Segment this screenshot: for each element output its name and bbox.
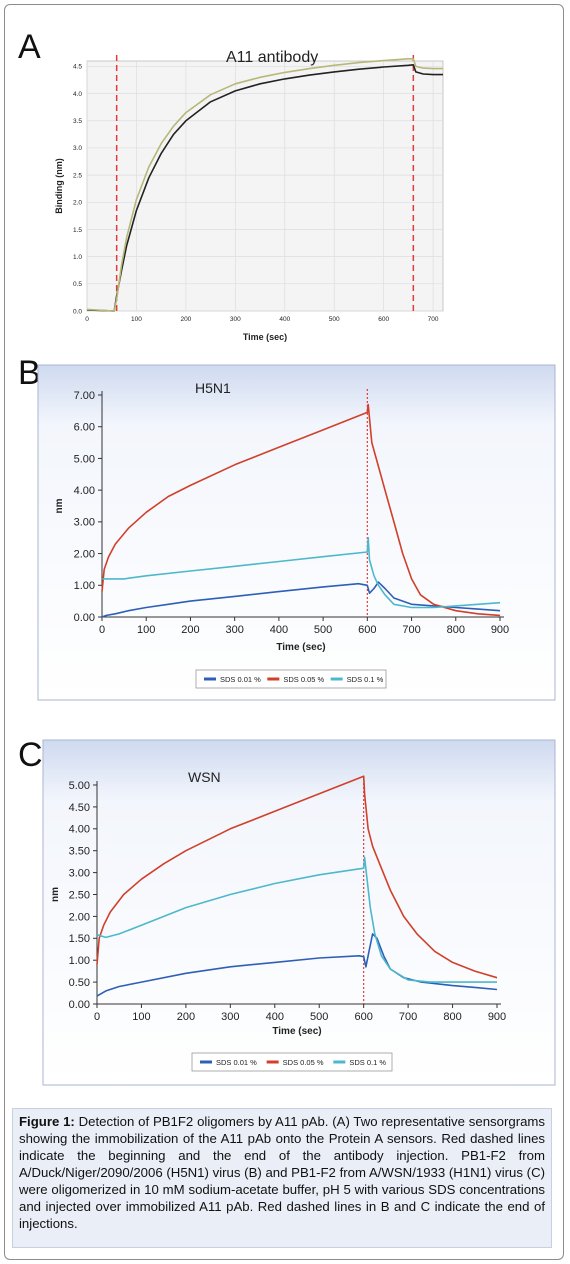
- panel-label-a: A: [18, 28, 41, 66]
- caption-text: Detection of PB1F2 oligomers by A11 pAb.…: [19, 1114, 545, 1231]
- caption-label: Figure 1:: [19, 1114, 75, 1129]
- panel-label-c: C: [18, 736, 43, 774]
- figure-caption: Figure 1: Detection of PB1F2 oligomers b…: [12, 1108, 552, 1248]
- figure-frame: [4, 4, 564, 1260]
- panel-label-b: B: [18, 354, 41, 392]
